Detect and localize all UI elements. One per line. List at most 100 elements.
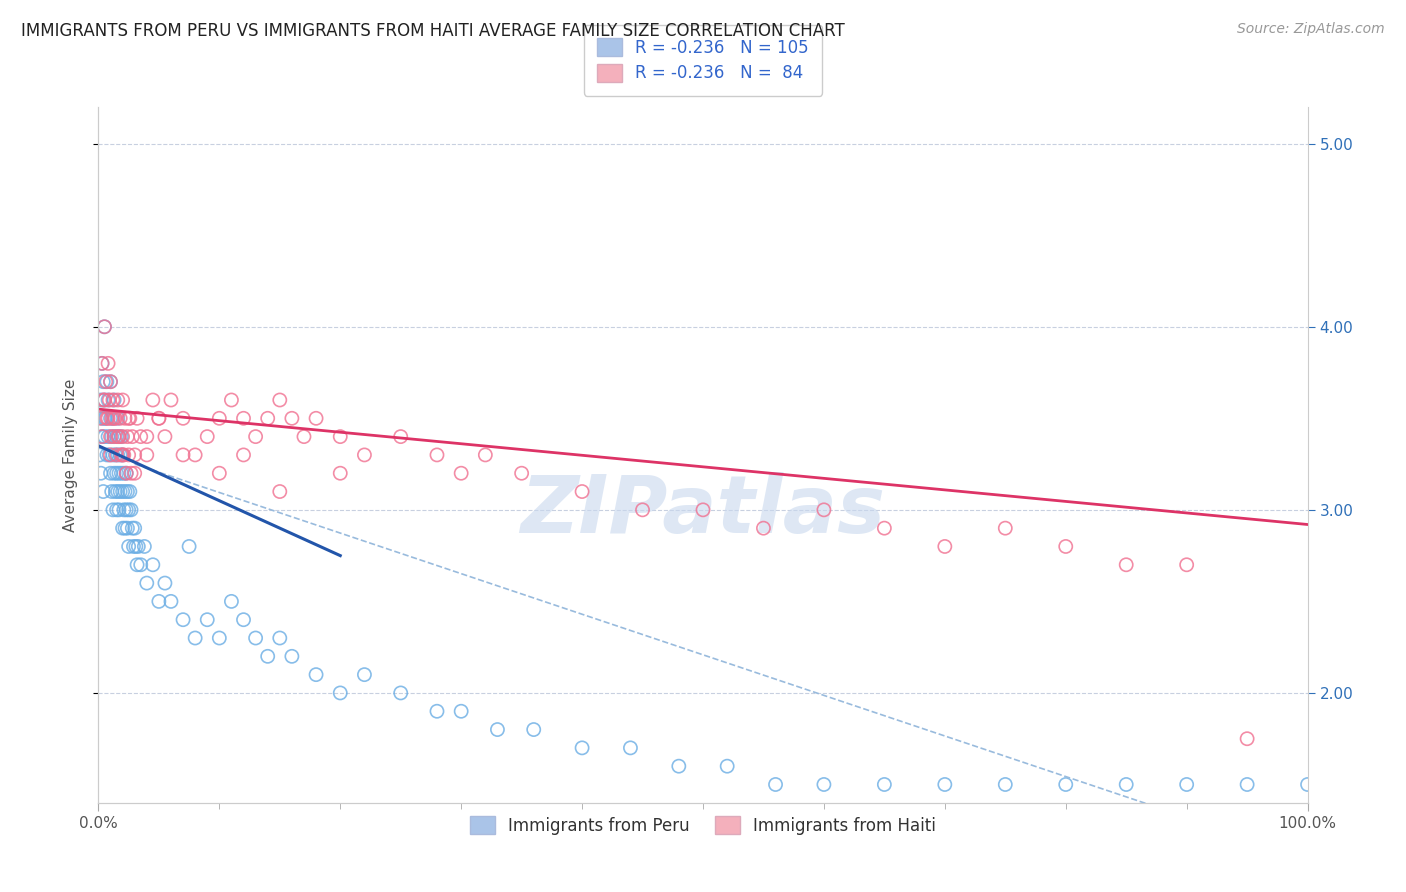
Point bbox=[245, 429, 267, 443]
Point bbox=[114, 521, 136, 535]
Point bbox=[108, 484, 131, 499]
Point bbox=[105, 429, 128, 443]
Point bbox=[108, 467, 131, 481]
Point bbox=[523, 723, 546, 737]
Point bbox=[100, 448, 122, 462]
Point bbox=[172, 613, 194, 627]
Legend: Immigrants from Peru, Immigrants from Haiti: Immigrants from Peru, Immigrants from Ha… bbox=[458, 805, 948, 847]
Point bbox=[112, 503, 135, 517]
Point bbox=[93, 319, 115, 334]
Point bbox=[127, 558, 149, 572]
Point bbox=[107, 411, 129, 425]
Point bbox=[96, 448, 118, 462]
Point bbox=[103, 467, 125, 481]
Point bbox=[873, 777, 896, 791]
Point bbox=[245, 631, 267, 645]
Point bbox=[994, 521, 1017, 535]
Point bbox=[184, 448, 207, 462]
Point bbox=[96, 411, 118, 425]
Point bbox=[142, 392, 165, 407]
Point bbox=[153, 576, 176, 591]
Point bbox=[269, 392, 291, 407]
Point bbox=[93, 392, 115, 407]
Point bbox=[111, 448, 134, 462]
Point bbox=[100, 429, 122, 443]
Point bbox=[765, 777, 787, 791]
Point bbox=[103, 411, 125, 425]
Point bbox=[93, 429, 115, 443]
Point bbox=[135, 429, 157, 443]
Point bbox=[450, 467, 472, 481]
Point bbox=[100, 429, 122, 443]
Point bbox=[111, 521, 134, 535]
Text: Source: ZipAtlas.com: Source: ZipAtlas.com bbox=[1237, 22, 1385, 37]
Point bbox=[668, 759, 690, 773]
Point bbox=[91, 429, 114, 443]
Point bbox=[426, 448, 449, 462]
Point bbox=[115, 467, 138, 481]
Point bbox=[1175, 558, 1198, 572]
Point bbox=[90, 392, 112, 407]
Point bbox=[118, 503, 141, 517]
Point bbox=[692, 503, 714, 517]
Point bbox=[91, 484, 114, 499]
Point bbox=[120, 467, 142, 481]
Point bbox=[269, 484, 291, 499]
Point bbox=[122, 540, 145, 554]
Point bbox=[108, 429, 131, 443]
Point bbox=[111, 448, 134, 462]
Point bbox=[1115, 558, 1137, 572]
Point bbox=[269, 631, 291, 645]
Point bbox=[105, 503, 128, 517]
Text: ZIPatlas: ZIPatlas bbox=[520, 472, 886, 549]
Point bbox=[486, 723, 509, 737]
Point bbox=[111, 429, 134, 443]
Point bbox=[129, 429, 152, 443]
Point bbox=[450, 704, 472, 718]
Point bbox=[103, 392, 125, 407]
Point bbox=[110, 448, 132, 462]
Point bbox=[994, 777, 1017, 791]
Point bbox=[108, 448, 131, 462]
Point bbox=[281, 649, 304, 664]
Point bbox=[127, 540, 149, 554]
Point bbox=[127, 411, 149, 425]
Point bbox=[111, 484, 134, 499]
Point bbox=[208, 411, 231, 425]
Point bbox=[91, 411, 114, 425]
Point bbox=[631, 503, 654, 517]
Point bbox=[934, 777, 956, 791]
Point bbox=[97, 411, 120, 425]
Point bbox=[100, 467, 122, 481]
Point bbox=[105, 467, 128, 481]
Point bbox=[118, 448, 141, 462]
Point bbox=[1236, 777, 1258, 791]
Point bbox=[117, 521, 139, 535]
Point bbox=[91, 392, 114, 407]
Point bbox=[873, 521, 896, 535]
Point bbox=[117, 429, 139, 443]
Point bbox=[114, 484, 136, 499]
Point bbox=[1054, 540, 1077, 554]
Point bbox=[108, 503, 131, 517]
Y-axis label: Average Family Size: Average Family Size bbox=[63, 378, 77, 532]
Point bbox=[813, 503, 835, 517]
Point bbox=[1236, 731, 1258, 746]
Point bbox=[91, 356, 114, 370]
Point bbox=[90, 467, 112, 481]
Point bbox=[329, 429, 352, 443]
Point bbox=[124, 467, 146, 481]
Point bbox=[111, 392, 134, 407]
Point bbox=[221, 594, 243, 608]
Point bbox=[120, 503, 142, 517]
Point bbox=[208, 467, 231, 481]
Point bbox=[108, 429, 131, 443]
Point bbox=[104, 448, 127, 462]
Point bbox=[172, 448, 194, 462]
Point bbox=[93, 392, 115, 407]
Point bbox=[104, 411, 127, 425]
Point bbox=[125, 540, 148, 554]
Point bbox=[115, 503, 138, 517]
Point bbox=[160, 594, 183, 608]
Point bbox=[1054, 777, 1077, 791]
